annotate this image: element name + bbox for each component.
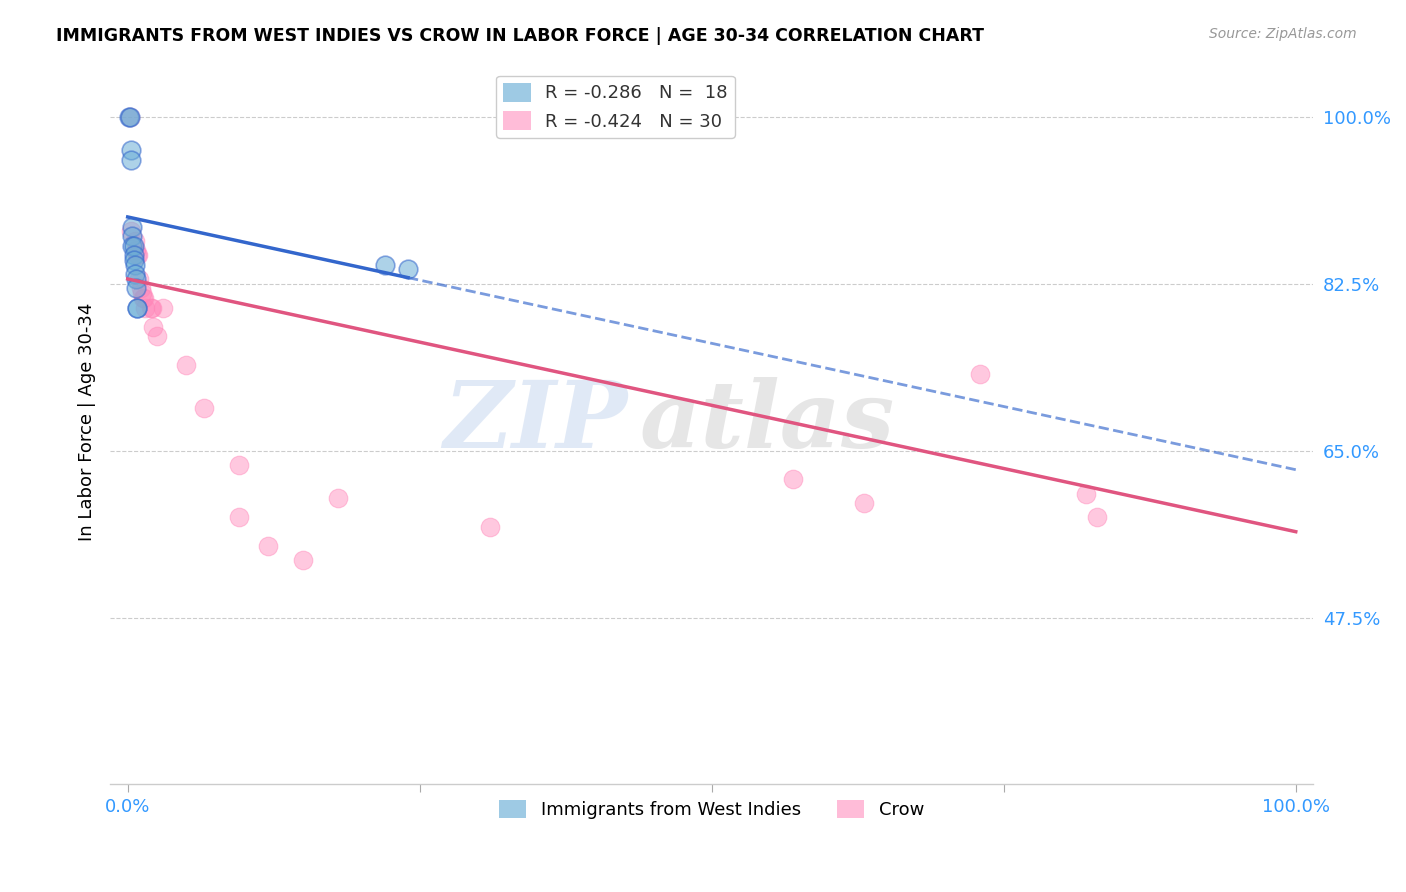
Point [122,252,145,267]
Point [374,258,396,272]
Point [257,539,280,553]
Point [124,267,146,281]
Point [125,301,148,315]
Point [125,244,148,258]
Point [118,110,141,124]
Point [478,520,501,534]
Point [125,272,148,286]
Text: IMMIGRANTS FROM WEST INDIES VS CROW IN LABOR FORCE | AGE 30-34 CORRELATION CHART: IMMIGRANTS FROM WEST INDIES VS CROW IN L… [56,27,984,45]
Point [396,262,419,277]
Point [122,248,145,262]
Point [125,248,148,262]
Point [969,368,991,382]
Point [852,496,875,510]
Point [228,510,250,524]
Point [228,458,250,472]
Point [118,110,141,124]
Point [127,248,149,262]
Text: atlas: atlas [640,377,894,467]
Point [128,272,150,286]
Text: ZIP: ZIP [443,377,627,467]
Point [120,224,142,238]
Point [121,229,143,244]
Point [118,110,141,124]
Y-axis label: In Labor Force | Age 30-34: In Labor Force | Age 30-34 [79,302,96,541]
Legend: Immigrants from West Indies, Crow: Immigrants from West Indies, Crow [492,792,931,826]
Point [782,472,804,486]
Point [122,238,145,252]
Point [146,329,169,343]
Point [131,286,153,301]
Point [152,301,174,315]
Point [121,219,143,234]
Point [132,291,155,305]
Point [1085,510,1108,524]
Point [125,281,148,295]
Point [326,491,349,506]
Point [134,301,156,315]
Point [129,281,152,295]
Point [193,401,215,415]
Point [125,301,148,315]
Point [139,301,162,315]
Point [291,553,314,567]
Point [132,291,155,305]
Point [124,234,146,248]
Point [141,301,163,315]
Point [121,238,143,252]
Point [174,358,197,372]
Text: Source: ZipAtlas.com: Source: ZipAtlas.com [1209,27,1357,41]
Point [124,258,146,272]
Point [120,153,142,167]
Point [142,319,165,334]
Point [1074,486,1097,500]
Point [120,143,142,157]
